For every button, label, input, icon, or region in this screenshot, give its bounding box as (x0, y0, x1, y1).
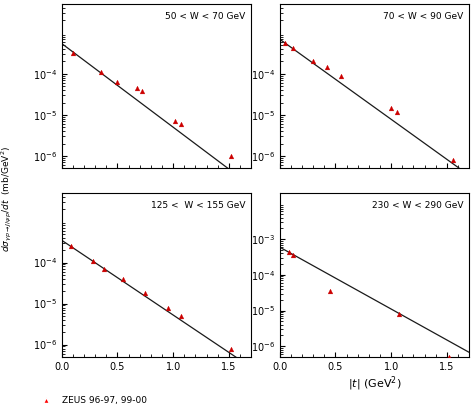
Text: 230 < W < 290 GeV: 230 < W < 290 GeV (372, 201, 464, 210)
X-axis label: $|t|$ (GeV$^2$): $|t|$ (GeV$^2$) (347, 375, 401, 393)
Text: 125 <  W < 155 GeV: 125 < W < 155 GeV (151, 201, 246, 210)
Text: 50 < W < 70 GeV: 50 < W < 70 GeV (165, 12, 246, 21)
Legend: ZEUS 96-97, 99-00: ZEUS 96-97, 99-00 (33, 392, 150, 408)
Text: $d\sigma_{\gamma p \rightarrow J/\psi p}/dt$  (mb/GeV$^2$): $d\sigma_{\gamma p \rightarrow J/\psi p}… (0, 146, 14, 252)
Text: 70 < W < 90 GeV: 70 < W < 90 GeV (383, 12, 464, 21)
